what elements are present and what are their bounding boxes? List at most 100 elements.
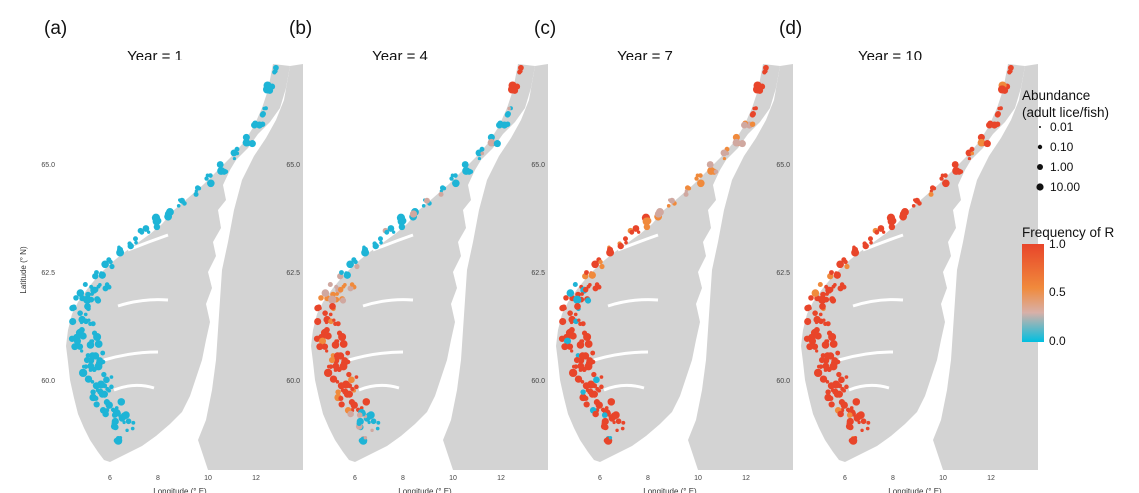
farm-site-point [720, 149, 728, 157]
farm-site-point [823, 321, 828, 327]
fjord [362, 298, 414, 308]
farm-site-point [387, 225, 395, 232]
farm-site-point [350, 401, 358, 409]
farm-site-point [139, 229, 145, 235]
farm-site-point [341, 357, 349, 364]
abundance-legend-dot [1037, 144, 1043, 150]
farm-site-point [90, 389, 96, 395]
y-tick-label: 65.0 [531, 162, 545, 169]
farm-site-point [643, 223, 651, 231]
x-tick-label: 8 [891, 475, 895, 482]
farm-site-point [583, 395, 589, 401]
farm-site-point [567, 310, 573, 316]
y-tick-label: 60.0 [531, 378, 545, 385]
farm-site-point [94, 340, 103, 348]
farm-site-point [558, 335, 566, 343]
farm-site-point [109, 263, 115, 270]
farm-site-point [88, 368, 93, 372]
farm-site-point [78, 343, 83, 348]
farm-site-point [332, 318, 336, 322]
farm-site-point [391, 230, 396, 234]
farm-site-point [804, 317, 812, 326]
farm-site-point [577, 318, 581, 322]
farm-site-point [336, 330, 343, 336]
farm-site-point [578, 321, 583, 327]
farm-site-point [98, 283, 102, 287]
farm-site-point [518, 64, 524, 71]
farm-site-point [822, 362, 830, 370]
farm-site-point [356, 420, 362, 427]
x-tick-label: 6 [353, 475, 357, 482]
farm-site-point [578, 368, 583, 372]
farm-site-point [832, 388, 839, 395]
farm-site-point [318, 337, 327, 345]
farm-site-point [323, 368, 333, 378]
y-tick-label: 65.0 [776, 162, 790, 169]
farm-site-point [877, 225, 885, 232]
farm-site-point [583, 401, 590, 408]
farm-site-point [376, 420, 381, 425]
abundance-legend-label: 0.10 [1050, 140, 1074, 154]
farm-site-point [563, 337, 572, 345]
farm-site-point [324, 320, 329, 325]
farm-site-point [125, 418, 132, 425]
farm-site-point [829, 362, 838, 371]
farm-site-point [507, 106, 511, 111]
farm-site-point [505, 111, 511, 117]
fjord [593, 350, 649, 362]
fjord [113, 383, 155, 392]
farm-site-point [204, 176, 209, 181]
farm-site-point [803, 335, 811, 343]
farm-site-point [843, 259, 848, 265]
farm-site-point [384, 229, 390, 235]
farm-site-point [511, 87, 519, 94]
farm-site-point [601, 420, 607, 427]
farm-site-point [328, 312, 333, 317]
farm-site-point [266, 87, 274, 94]
farm-site-point [929, 189, 933, 193]
farm-site-point [828, 395, 834, 401]
farm-site-point [722, 156, 727, 161]
farm-site-point [327, 282, 333, 288]
farm-site-point [111, 420, 117, 427]
farm-site-point [108, 259, 113, 265]
farm-site-point [164, 210, 173, 218]
farm-site-point [852, 246, 858, 252]
farm-site-point [622, 236, 628, 242]
farm-site-point [323, 326, 330, 333]
farm-site-point [323, 318, 327, 322]
farm-site-point [563, 295, 569, 301]
farm-site-point [339, 270, 344, 275]
farm-site-point [350, 386, 355, 392]
farm-site-point [827, 286, 834, 293]
farm-site-point [694, 176, 699, 181]
farm-site-point [844, 384, 849, 390]
farm-site-point [487, 138, 496, 147]
farm-site-point [568, 368, 578, 378]
farm-site-point [808, 306, 812, 311]
farm-site-point [888, 223, 896, 231]
farm-site-point [559, 317, 567, 326]
farm-site-point [83, 312, 88, 317]
farm-site-point [812, 310, 818, 316]
farm-site-point [750, 111, 756, 117]
y-tick-label: 62.5 [776, 270, 790, 277]
farm-site-point [806, 343, 814, 351]
farm-site-point [763, 64, 769, 71]
farm-site-point [79, 333, 83, 338]
farm-site-point [817, 282, 823, 288]
farm-site-point [68, 335, 76, 343]
farm-site-point [818, 312, 823, 317]
farm-site-point [439, 185, 446, 191]
farm-site-point [570, 349, 574, 353]
farm-site-point [339, 297, 347, 304]
farm-site-point [338, 395, 344, 401]
farm-site-point [346, 260, 354, 269]
farm-site-point [749, 121, 756, 127]
farm-site-point [881, 230, 886, 234]
farm-site-point [367, 411, 375, 419]
farm-site-point [421, 203, 426, 208]
farm-site-point [867, 236, 873, 242]
farm-site-point [370, 418, 377, 425]
